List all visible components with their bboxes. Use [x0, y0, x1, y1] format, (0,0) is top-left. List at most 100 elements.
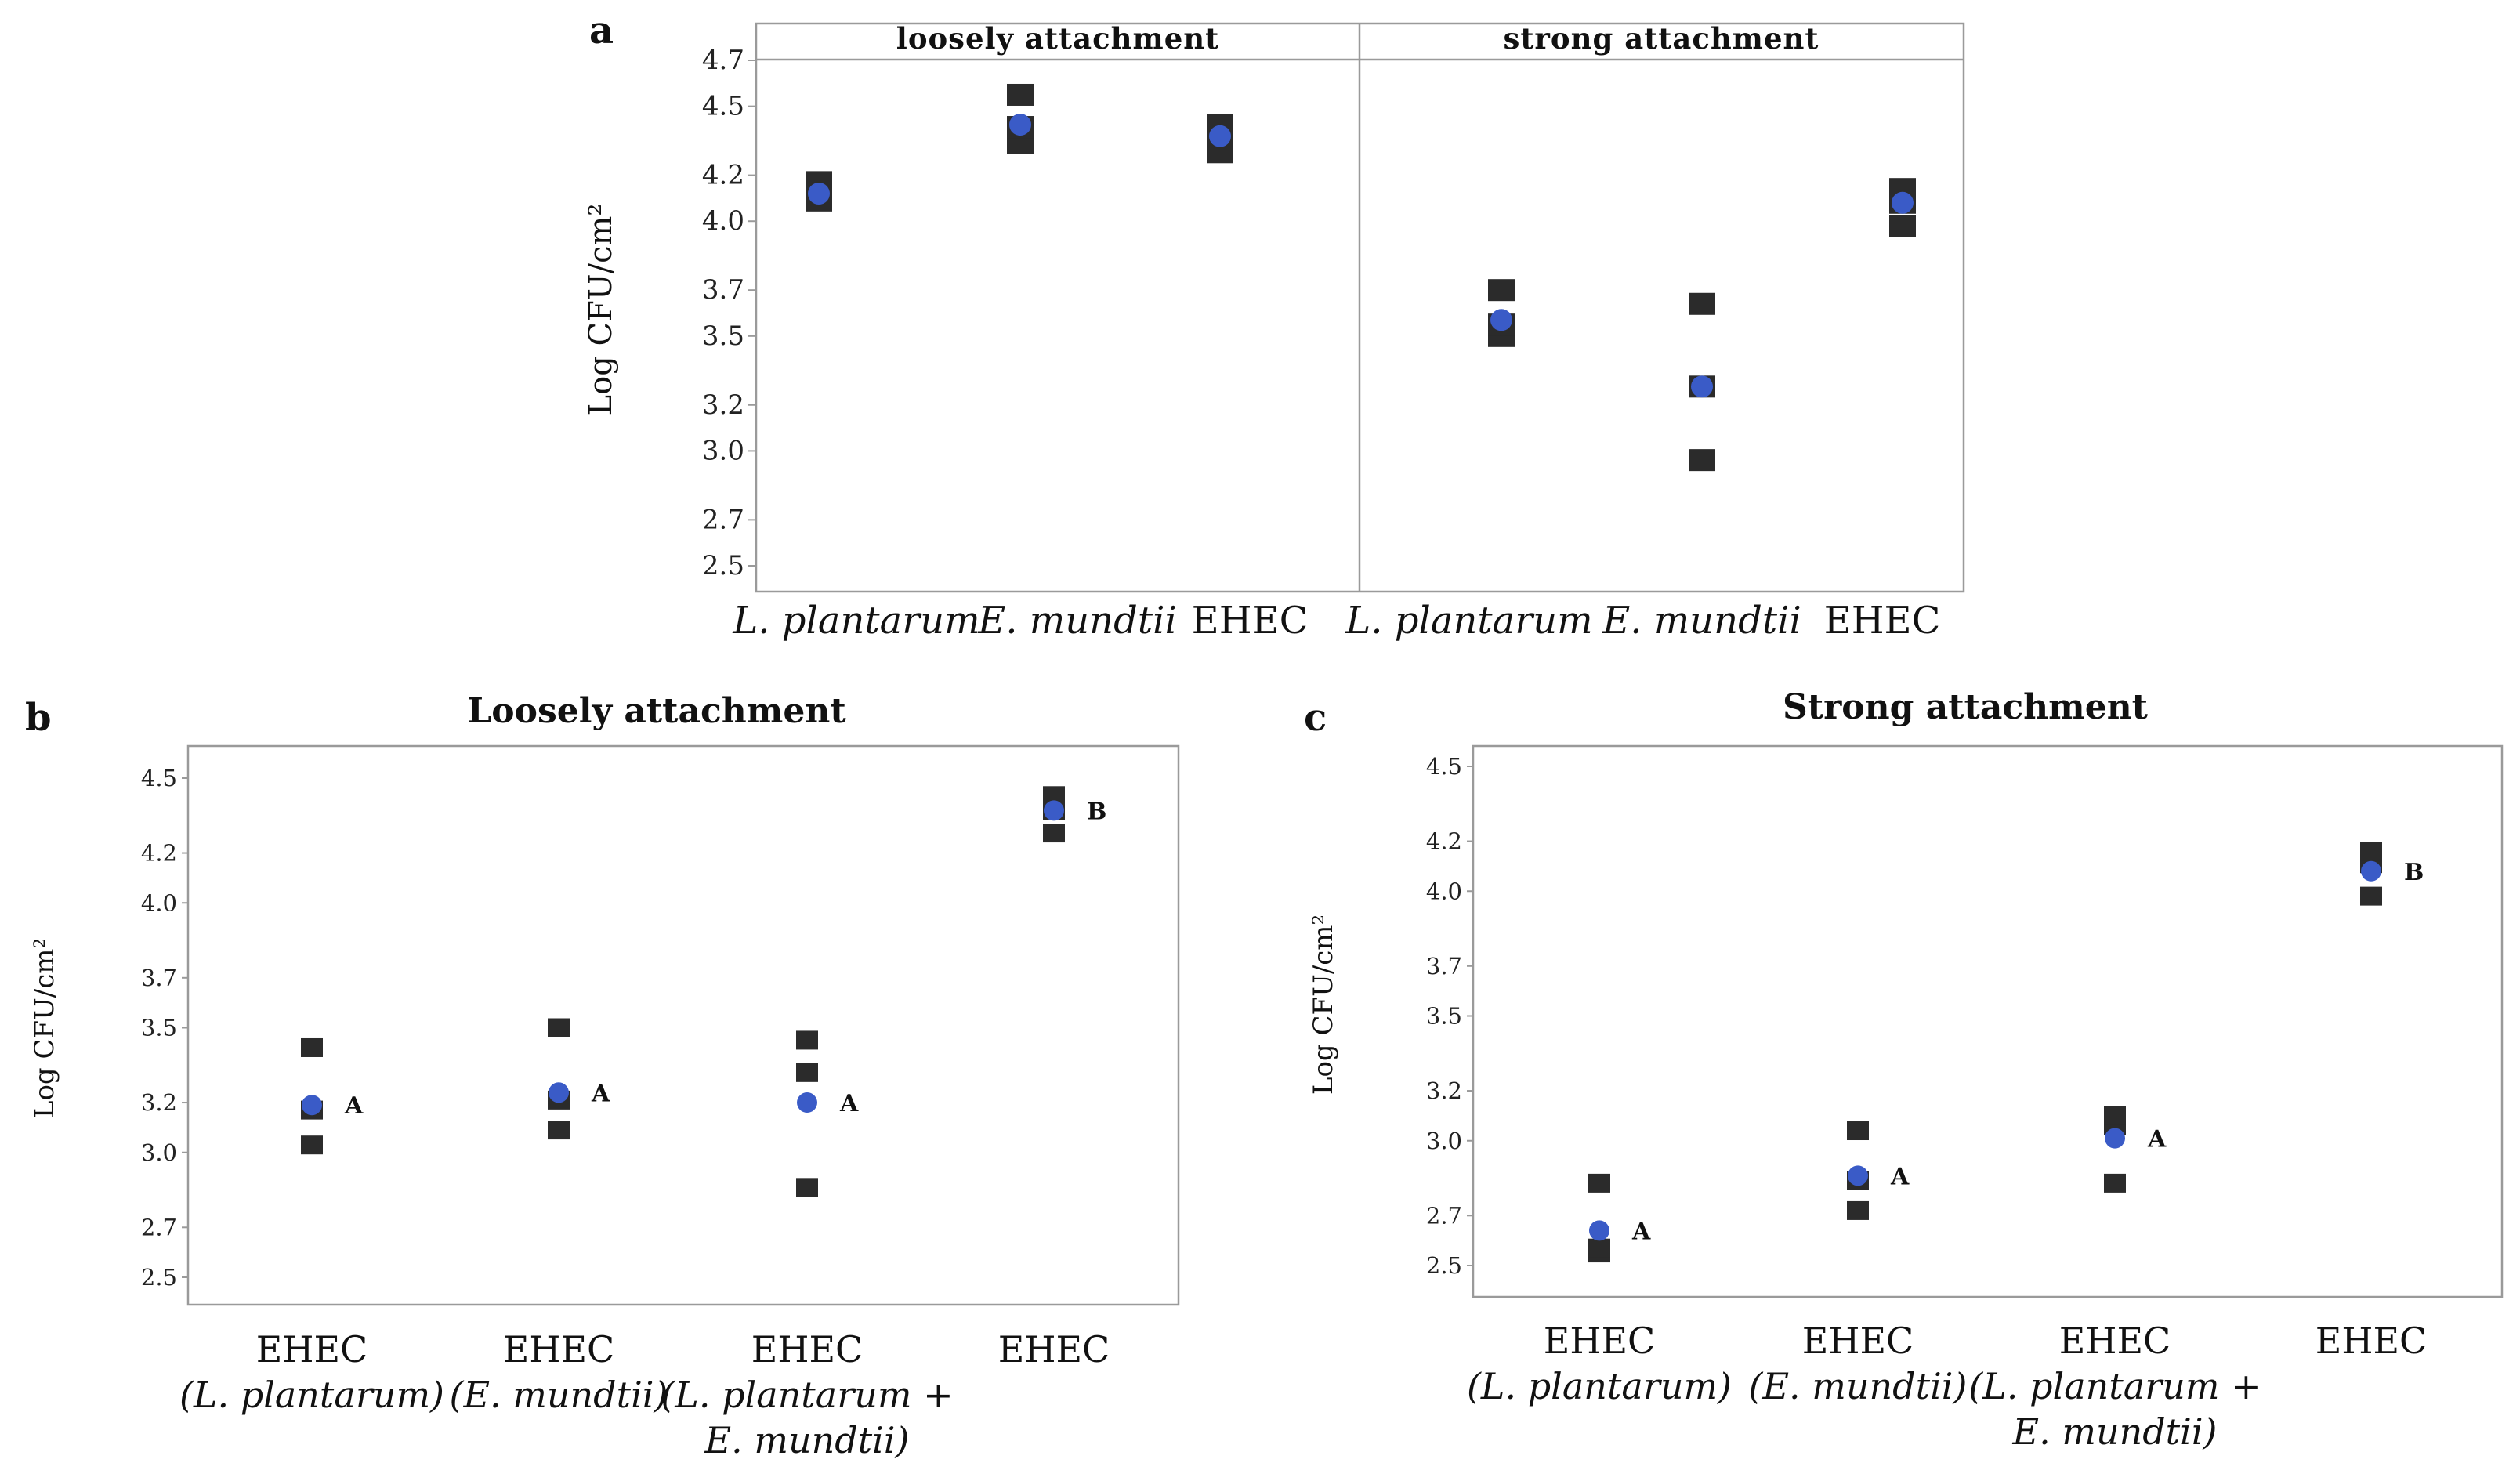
replicate-point [1689, 292, 1715, 315]
mean-point [1044, 800, 1064, 821]
panel-a-letter: a [589, 9, 614, 53]
strip-label-loosely: loosely attachment [896, 21, 1219, 56]
replicate-point [301, 1037, 323, 1057]
panel-a-x-labels: L. plantarum E. mundtii EHEC L. plantaru… [732, 599, 1940, 643]
replicate-point [2104, 1173, 2126, 1193]
x-category-label: EHEC (E. mundtii) [450, 1328, 668, 1416]
x-category-line: EHEC [2315, 1320, 2427, 1362]
y-tick-label: 3.0 [141, 1139, 177, 1166]
panel-c: c Strong attachment Log CFU/cm² 4.54.24.… [1304, 687, 2504, 1453]
replicate-point [2360, 842, 2382, 861]
mean-point [1848, 1165, 1868, 1186]
x-category-line: (E. mundtii) [1749, 1365, 1968, 1407]
y-tick-label: 3.2 [702, 389, 744, 421]
mean-point [1892, 191, 1914, 214]
x-category-label: EHEC [2315, 1320, 2427, 1362]
replicate-point [796, 1030, 818, 1050]
x-category-line: EHEC [256, 1328, 368, 1371]
replicate-point [1043, 786, 1065, 806]
x-category-label: EHEC [998, 1328, 1110, 1371]
strip-label-strong: strong attachment [1504, 21, 1819, 56]
significance-letter: A [839, 1090, 859, 1117]
panel-b-marks: A A A B [301, 786, 1106, 1197]
replicate-point [1488, 279, 1515, 302]
replicate-point [1007, 83, 1034, 106]
panel-a-y-ticks: 4.7 4.5 4.2 4.0 3.7 3.5 3.2 3.0 2.7 2.5 [702, 45, 756, 581]
y-tick-label: 4.2 [1426, 828, 1462, 855]
x-category-line: EHEC [503, 1328, 614, 1371]
x-category-line: (L. plantarum + [661, 1374, 953, 1416]
panel-c-y-ticks: 4.5 4.2 4.0 3.7 3.5 3.2 3.0 2.7 2.5 [1426, 753, 1473, 1279]
mean-point [797, 1092, 817, 1113]
replicate-point [2360, 886, 2382, 906]
y-tick-label: 2.7 [141, 1214, 177, 1240]
replicate-point [1847, 1121, 1869, 1141]
y-tick-label: 3.2 [141, 1089, 177, 1116]
y-tick-label: 3.0 [702, 435, 744, 466]
y-tick-label: 2.5 [141, 1264, 177, 1291]
panel-b-y-ticks: 4.5 4.2 4.0 3.7 3.5 3.2 3.0 2.7 2.5 [141, 765, 188, 1291]
x-category-line: EHEC [998, 1328, 1110, 1371]
y-tick-label: 3.5 [141, 1015, 177, 1041]
significance-letter: B [1087, 798, 1106, 825]
x-category-line: (L. plantarum + [1968, 1365, 2261, 1407]
replicate-point [548, 1018, 570, 1037]
mean-point [1691, 375, 1713, 398]
y-tick-label: 4.5 [702, 91, 744, 122]
replicate-point [1847, 1200, 1869, 1220]
significance-letter: A [591, 1080, 610, 1107]
significance-letter: A [1890, 1163, 1910, 1190]
replicate-point [796, 1178, 818, 1197]
y-tick-label: 4.7 [702, 45, 744, 76]
y-tick-label: 3.5 [702, 320, 744, 352]
y-tick-label: 3.5 [1426, 1003, 1462, 1030]
y-tick-label: 3.2 [1426, 1077, 1462, 1104]
replicate-point [1689, 449, 1715, 472]
y-tick-label: 4.0 [1426, 878, 1462, 904]
panel-c-x-labels: EHEC (L. plantarum)EHEC (E. mundtii)EHEC (L… [1467, 1320, 2427, 1453]
mean-point [2105, 1128, 2125, 1149]
panel-a-y-axis-label: Log CFU/cm² [583, 204, 619, 416]
replicate-point [1588, 1173, 1610, 1193]
x-category-line: EHEC [1802, 1320, 1914, 1362]
x-category-label: EHEC (E. mundtii) [1749, 1320, 1968, 1407]
mean-point [2361, 860, 2381, 882]
panel-b-title: Loosely attachment [467, 691, 846, 731]
y-tick-label: 4.2 [141, 840, 177, 867]
x-category-label: EHEC (L. plantarum) [179, 1328, 444, 1416]
x-category-label: EHEC (L. plantarum + E. mundtii) [661, 1328, 953, 1461]
panel-c-frame [1472, 744, 2504, 1298]
y-tick-label: 3.7 [702, 274, 744, 306]
panel-b: b Loosely attachment Log CFU/cm² 4.54.24… [25, 691, 1180, 1461]
x-label-a-lplantarum: L. plantarum [732, 599, 979, 643]
panel-a: a loosely attachment strong attachment L… [583, 9, 1965, 643]
y-tick-label: 4.2 [702, 160, 744, 191]
panel-b-frame [186, 744, 1180, 1306]
significance-letter: A [344, 1092, 364, 1120]
x-category-line: (L. plantarum) [1467, 1365, 1732, 1407]
y-tick-label: 2.7 [702, 504, 744, 535]
significance-letter: A [2147, 1126, 2167, 1153]
x-label-a2-emundtii: E. mundtii [1602, 599, 1801, 643]
x-category-line: (E. mundtii) [450, 1374, 668, 1416]
y-tick-label: 4.0 [702, 205, 744, 237]
panel-b-letter: b [25, 696, 52, 740]
x-label-a-ehec: EHEC [1192, 599, 1309, 643]
y-tick-label: 2.5 [1426, 1252, 1462, 1279]
replicate-point [1588, 1238, 1610, 1258]
x-label-a2-lplantarum: L. plantarum [1345, 599, 1592, 643]
panel-b-x-labels: EHEC (L. plantarum)EHEC (E. mundtii)EHEC (L… [179, 1328, 1110, 1461]
mean-point [1209, 125, 1231, 147]
significance-letter: B [2404, 859, 2424, 886]
mean-point [1589, 1220, 1609, 1241]
panel-b-y-axis-label: Log CFU/cm² [29, 938, 60, 1118]
panel-c-marks: A A A B [1588, 842, 2424, 1263]
x-category-line: E. mundtii) [2012, 1410, 2218, 1453]
panel-c-letter: c [1304, 696, 1327, 740]
x-category-label: EHEC (L. plantarum + E. mundtii) [1968, 1320, 2261, 1453]
mean-point [302, 1095, 322, 1116]
y-tick-label: 3.7 [141, 965, 177, 991]
mean-point [808, 183, 830, 205]
x-category-line: EHEC [2059, 1320, 2171, 1362]
replicate-point [301, 1135, 323, 1155]
